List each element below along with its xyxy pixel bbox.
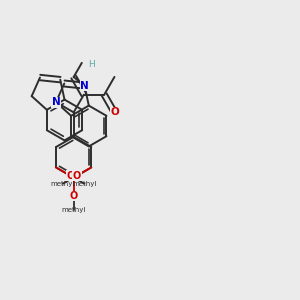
Text: N: N <box>52 97 60 107</box>
Text: O: O <box>110 107 119 117</box>
Text: N: N <box>80 81 89 91</box>
Text: H: H <box>88 60 95 69</box>
Text: methyl: methyl <box>72 181 97 187</box>
Text: O: O <box>70 191 78 201</box>
Text: methyl: methyl <box>51 181 75 187</box>
Text: O: O <box>73 171 81 181</box>
Text: methyl: methyl <box>61 207 86 213</box>
Text: O: O <box>66 171 74 181</box>
